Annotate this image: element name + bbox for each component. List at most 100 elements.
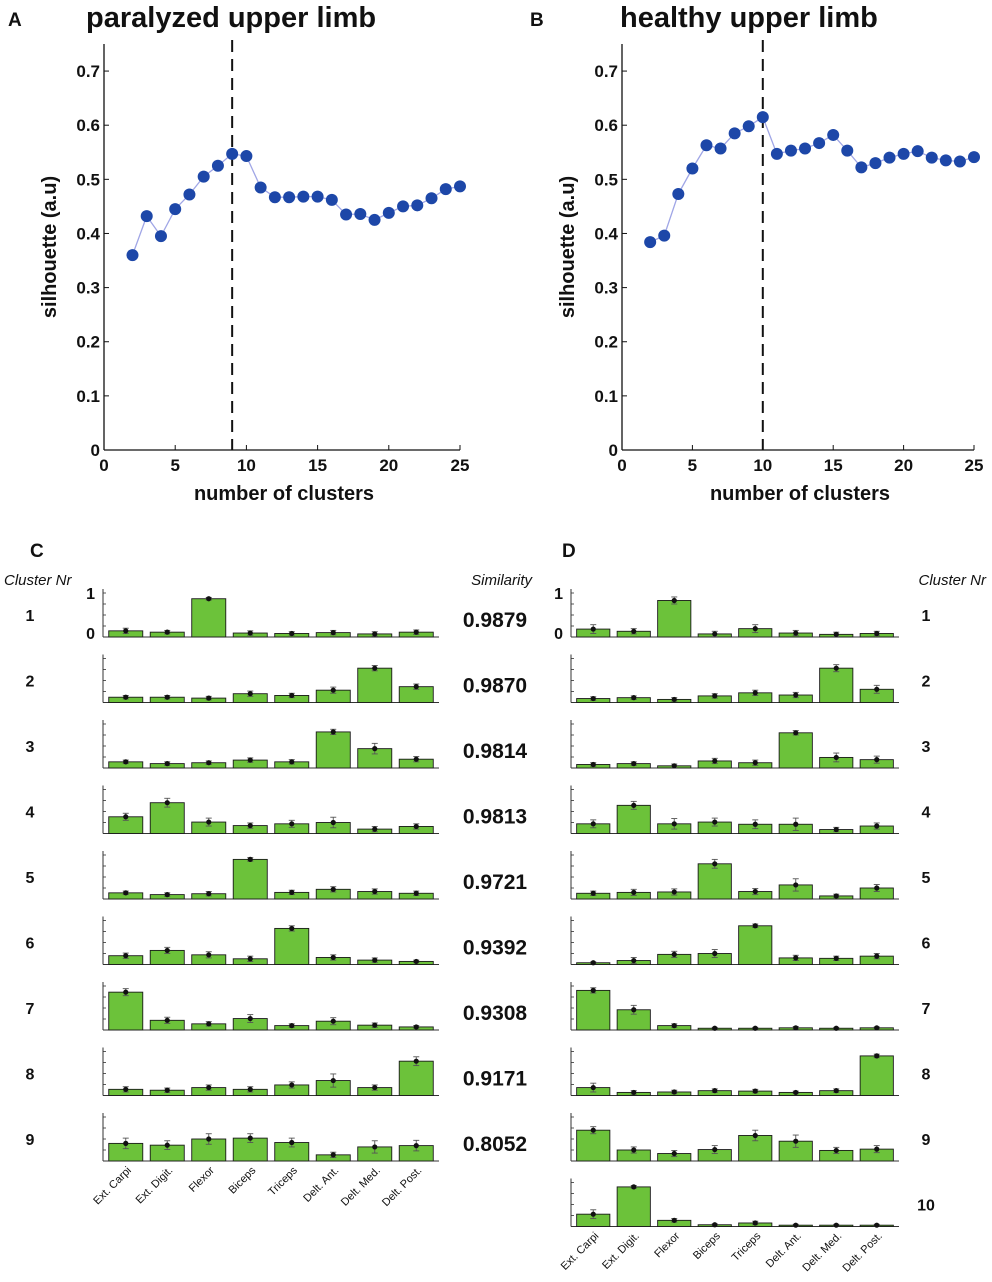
data-point [268,191,281,204]
cluster-number: 6 [922,936,931,953]
data-point [700,139,713,152]
mean-point [752,1088,758,1094]
mean-point [793,955,799,961]
mean-point [164,892,170,898]
mean-point [206,952,212,958]
mean-point [793,730,799,736]
mean-point [206,1136,212,1142]
mean-point [793,630,799,636]
mean-point [413,1058,419,1064]
cluster-row: 4 0.9813 [26,785,527,834]
y-tick-label: 1 [86,586,95,603]
cluster-row: 2 0.9870 [26,654,527,703]
mean-point [833,631,839,637]
cluster-number: 2 [26,674,35,691]
mean-point [247,856,253,863]
data-point [311,190,324,203]
mean-point [289,1139,295,1146]
mean-point [247,1086,253,1092]
y-tick-label: 0.5 [594,170,618,189]
y-tick-label: 0.2 [76,333,100,352]
mean-point [247,956,253,962]
data-point [911,145,924,158]
mean-point [671,763,677,769]
mean-point [372,665,378,671]
bar [657,600,692,638]
mean-point [874,823,880,829]
mean-point [289,821,295,827]
mean-point [123,1140,129,1146]
mean-point [671,1023,677,1029]
cluster-row: 3 [570,720,931,769]
data-point [283,191,296,204]
cluster-row: 3 0.9814 [26,720,528,769]
cluster-number: 7 [922,1001,931,1018]
bar [108,991,144,1031]
data-point [197,170,210,183]
bar [778,732,813,769]
mean-point [123,1086,129,1092]
y-axis-label: silhouette (a.u) [557,176,579,318]
data-point [439,183,452,196]
mean-point [752,923,758,929]
cluster-number: 8 [922,1067,931,1084]
mean-point [590,626,596,632]
mean-point [793,821,799,827]
mean-point [372,888,378,895]
data-point [382,206,395,219]
mean-point [752,690,758,696]
mean-point [631,1007,637,1013]
data-point [925,151,938,164]
mean-point [631,889,637,896]
data-point [368,213,381,226]
mean-point [631,628,637,634]
cluster-number: 1 [26,608,35,625]
data-point [644,236,657,249]
data-point [140,210,153,223]
mean-point [590,821,596,827]
data-point [827,128,840,141]
mean-point [413,629,419,635]
mean-point [833,754,839,761]
mean-point [631,957,637,964]
mean-point [590,1211,596,1217]
mean-point [752,1025,758,1031]
y-tick-label: 0.4 [594,224,618,243]
cluster-row: 9 0.8052 [26,1113,527,1162]
similarity-value: 0.9870 [463,675,527,698]
data-point [869,157,882,170]
cluster-number: 1 [922,608,931,625]
data-point [226,147,239,160]
cluster-number: 3 [26,739,35,756]
mean-point [793,1138,799,1144]
mean-point [372,1144,378,1150]
data-point [340,208,353,221]
similarity-value: 0.9814 [463,740,528,763]
data-point [686,162,699,175]
bar [149,802,185,834]
mean-point [590,695,596,702]
mean-point [671,889,677,895]
mean-point [372,826,378,832]
mean-point [330,729,336,735]
mean-point [874,1025,880,1031]
panel-c-cluster-header: Cluster Nr [4,572,73,589]
mean-point [712,950,718,957]
data-point [126,249,139,262]
cluster-row: 5 [570,851,931,900]
mean-point [123,989,129,995]
mean-point [330,1018,336,1024]
mean-point [712,861,718,867]
mean-point [752,626,758,632]
bar [315,731,351,769]
mean-point [833,893,839,899]
mean-point [123,759,129,765]
mean-point [752,821,758,827]
mean-point [206,695,212,701]
cluster-number: 10 [917,1198,935,1215]
y-tick-label: 0.6 [594,116,618,135]
y-tick-label: 0.1 [594,387,618,406]
mean-point [206,819,212,825]
cluster-number: 5 [26,870,35,887]
mean-point [712,1222,718,1228]
